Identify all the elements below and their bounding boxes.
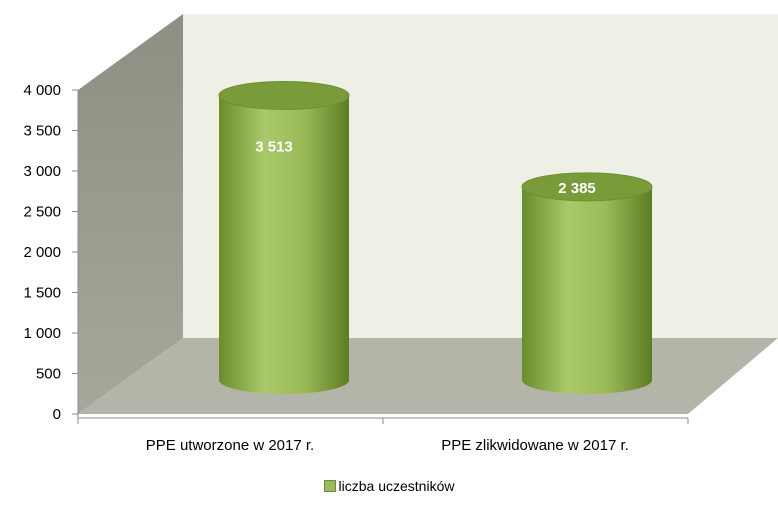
x-tick-label: PPE utworzone w 2017 r.	[146, 437, 314, 454]
bar-top	[218, 80, 350, 110]
bar-top	[521, 172, 653, 202]
data-label: 3 513	[255, 138, 293, 155]
y-tick-label: 2 000	[23, 244, 61, 261]
bar: 2 385	[521, 172, 653, 394]
y-axis-ticks: 0 500 1 000 1 500 2 000 2 500 3 000 3 500 4 000	[23, 82, 78, 423]
y-tick-label: 1 500	[23, 285, 61, 302]
side-wall	[78, 14, 183, 414]
legend: liczba uczestników	[0, 478, 778, 495]
x-axis-labels: PPE utworzone w 2017 r. PPE zlikwidowane …	[146, 437, 629, 454]
y-tick-label: 0	[53, 406, 61, 423]
bar: 3 513	[218, 80, 350, 395]
floor	[78, 338, 778, 414]
y-tick-label: 3 500	[23, 123, 61, 140]
y-tick-label: 500	[36, 366, 61, 383]
x-tick-label: PPE zlikwidowane w 2017 r.	[441, 437, 629, 454]
y-tick-label: 2 500	[23, 204, 61, 221]
bars: 3 513 2 385	[218, 80, 653, 395]
legend-label: liczba uczestników	[338, 478, 455, 494]
y-tick-label: 3 000	[23, 163, 61, 180]
bar-body	[219, 95, 349, 395]
y-tick-label: 4 000	[23, 82, 61, 99]
legend-swatch	[323, 480, 336, 492]
bar-body	[522, 186, 652, 394]
data-label: 2 385	[558, 180, 596, 197]
y-tick-label: 1 000	[23, 325, 61, 342]
